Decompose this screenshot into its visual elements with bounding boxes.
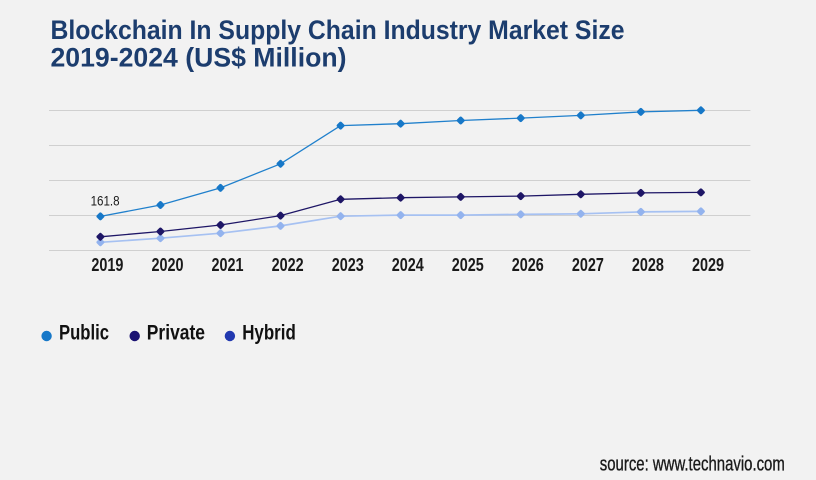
svg-text:2019: 2019	[91, 255, 123, 275]
svg-text:2021: 2021	[212, 255, 244, 275]
svg-text:Blockchain In Supply Chain Ind: Blockchain In Supply Chain Industry Mark…	[51, 15, 625, 45]
svg-text:2024: 2024	[392, 255, 424, 275]
svg-text:2027: 2027	[572, 255, 604, 275]
svg-text:2028: 2028	[632, 255, 664, 275]
svg-text:source: www.technavio.com: source: www.technavio.com	[600, 454, 785, 476]
svg-text:2019-2024 (US$ Million): 2019-2024 (US$ Million)	[51, 43, 347, 73]
svg-text:Public: Public	[59, 322, 109, 345]
svg-text:Private: Private	[147, 322, 205, 345]
svg-text:Hybrid: Hybrid	[242, 322, 296, 345]
svg-text:2023: 2023	[332, 255, 364, 275]
svg-text:2025: 2025	[452, 255, 484, 275]
svg-text:2029: 2029	[692, 255, 724, 275]
svg-text:2026: 2026	[512, 255, 544, 275]
svg-text:2020: 2020	[152, 255, 184, 275]
svg-text:2022: 2022	[272, 255, 304, 275]
svg-text:161.8: 161.8	[91, 193, 120, 209]
